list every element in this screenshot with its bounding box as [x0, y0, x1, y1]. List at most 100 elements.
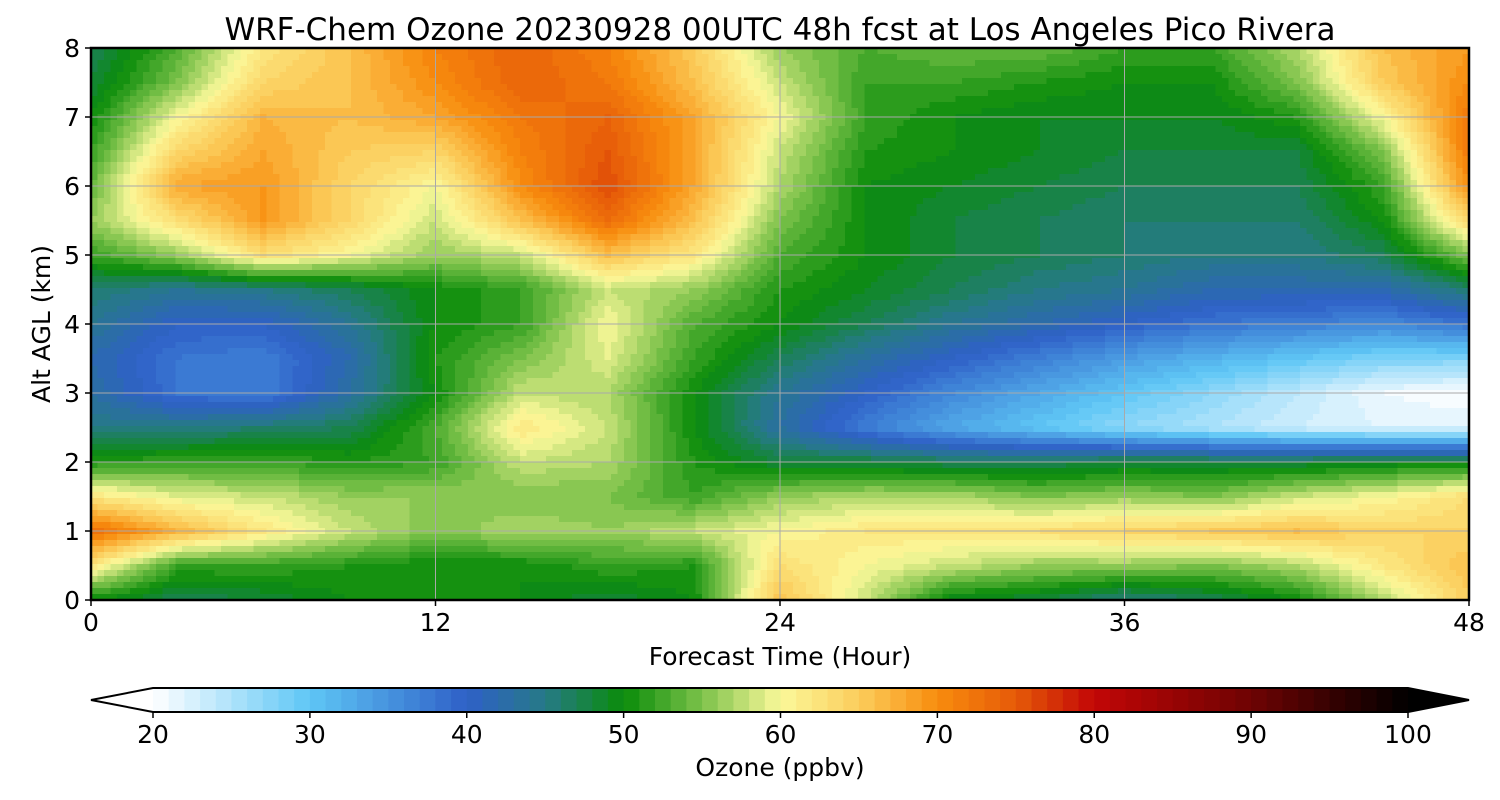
heatmap-cell — [182, 126, 190, 133]
heatmap-cell — [364, 126, 372, 133]
heatmap-cell — [117, 78, 125, 85]
heatmap-cell — [1040, 90, 1048, 97]
heatmap-cell — [897, 180, 905, 187]
heatmap-cell — [325, 108, 333, 115]
heatmap-cell — [1222, 48, 1230, 55]
heatmap-cell — [344, 138, 352, 145]
heatmap-cell — [1020, 72, 1028, 79]
heatmap-cell — [344, 168, 352, 175]
heatmap-cell — [981, 180, 989, 187]
heatmap-cell — [1241, 66, 1249, 73]
heatmap-cell — [572, 102, 580, 109]
heatmap-cell — [1261, 144, 1269, 151]
heatmap-cell — [299, 150, 307, 157]
heatmap-cell — [156, 90, 164, 97]
heatmap-cell — [1261, 162, 1269, 169]
heatmap-cell — [104, 150, 112, 157]
heatmap-cell — [877, 180, 885, 187]
heatmap-cell — [955, 108, 963, 115]
heatmap-cell — [1053, 126, 1061, 133]
heatmap-cell — [754, 156, 762, 163]
heatmap-cell — [1098, 78, 1106, 85]
heatmap-cell — [448, 102, 456, 109]
heatmap-cell — [1235, 108, 1243, 115]
heatmap-cell — [136, 174, 144, 181]
heatmap-cell — [565, 84, 573, 91]
heatmap-cell — [1339, 138, 1347, 145]
heatmap-cell — [474, 72, 482, 79]
heatmap-cell — [448, 138, 456, 145]
heatmap-cell — [559, 60, 567, 67]
heatmap-cell — [656, 102, 664, 109]
heatmap-cell — [1241, 90, 1249, 97]
heatmap-cell — [1007, 96, 1015, 103]
heatmap-cell — [91, 162, 99, 169]
heatmap-cell — [832, 78, 840, 85]
heatmap-cell — [1001, 78, 1009, 85]
heatmap-cell — [396, 84, 404, 91]
heatmap-cell — [234, 84, 242, 91]
heatmap-cell — [923, 180, 931, 187]
heatmap-cell — [1027, 60, 1035, 67]
heatmap-cell — [994, 132, 1002, 139]
heatmap-cell — [1371, 72, 1379, 79]
heatmap-cell — [1248, 180, 1256, 187]
heatmap-cell — [351, 84, 359, 91]
heatmap-cell — [1020, 168, 1028, 175]
heatmap-cell — [1040, 54, 1048, 61]
heatmap-cell — [721, 66, 729, 73]
heatmap-cell — [312, 156, 320, 163]
heatmap-cell — [325, 48, 333, 55]
heatmap-cell — [676, 90, 684, 97]
heatmap-cell — [929, 54, 937, 61]
heatmap-cell — [1215, 48, 1223, 55]
heatmap-cell — [1020, 174, 1028, 181]
heatmap-cell — [338, 90, 346, 97]
heatmap-cell — [1066, 132, 1074, 139]
heatmap-cell — [715, 162, 723, 169]
heatmap-cell — [1027, 54, 1035, 61]
heatmap-cell — [825, 60, 833, 67]
heatmap-cell — [1339, 66, 1347, 73]
heatmap-cell — [754, 102, 762, 109]
heatmap-cell — [598, 66, 606, 73]
heatmap-cell — [942, 126, 950, 133]
heatmap-cell — [390, 120, 398, 127]
heatmap-cell — [546, 90, 554, 97]
heatmap-cell — [260, 126, 268, 133]
heatmap-cell — [273, 90, 281, 97]
heatmap-cell — [942, 84, 950, 91]
heatmap-cell — [1319, 162, 1327, 169]
heatmap-cell — [572, 48, 580, 55]
heatmap-cell — [786, 60, 794, 67]
heatmap-cell — [1189, 54, 1197, 61]
heatmap-cell — [767, 96, 775, 103]
heatmap-cell — [123, 138, 131, 145]
heatmap-cell — [637, 96, 645, 103]
heatmap-cell — [1111, 138, 1119, 145]
heatmap-cell — [292, 78, 300, 85]
heatmap-cell — [312, 144, 320, 151]
heatmap-cell — [500, 138, 508, 145]
heatmap-cell — [442, 186, 450, 193]
heatmap-cell — [663, 138, 671, 145]
heatmap-cell — [507, 78, 515, 85]
heatmap-cell — [884, 78, 892, 85]
heatmap-cell — [799, 120, 807, 127]
heatmap-cell — [760, 138, 768, 145]
heatmap-cell — [975, 180, 983, 187]
heatmap-cell — [299, 90, 307, 97]
heatmap-cell — [1144, 66, 1152, 73]
heatmap-cell — [689, 186, 697, 193]
heatmap-cell — [481, 150, 489, 157]
heatmap-cell — [195, 120, 203, 127]
heatmap-cell — [591, 132, 599, 139]
heatmap-cell — [91, 60, 99, 67]
heatmap-cell — [1196, 162, 1204, 169]
heatmap-cell — [708, 144, 716, 151]
heatmap-cell — [299, 84, 307, 91]
heatmap-cell — [968, 138, 976, 145]
heatmap-cell — [227, 66, 235, 73]
heatmap-cell — [1007, 90, 1015, 97]
heatmap-cell — [162, 120, 170, 127]
